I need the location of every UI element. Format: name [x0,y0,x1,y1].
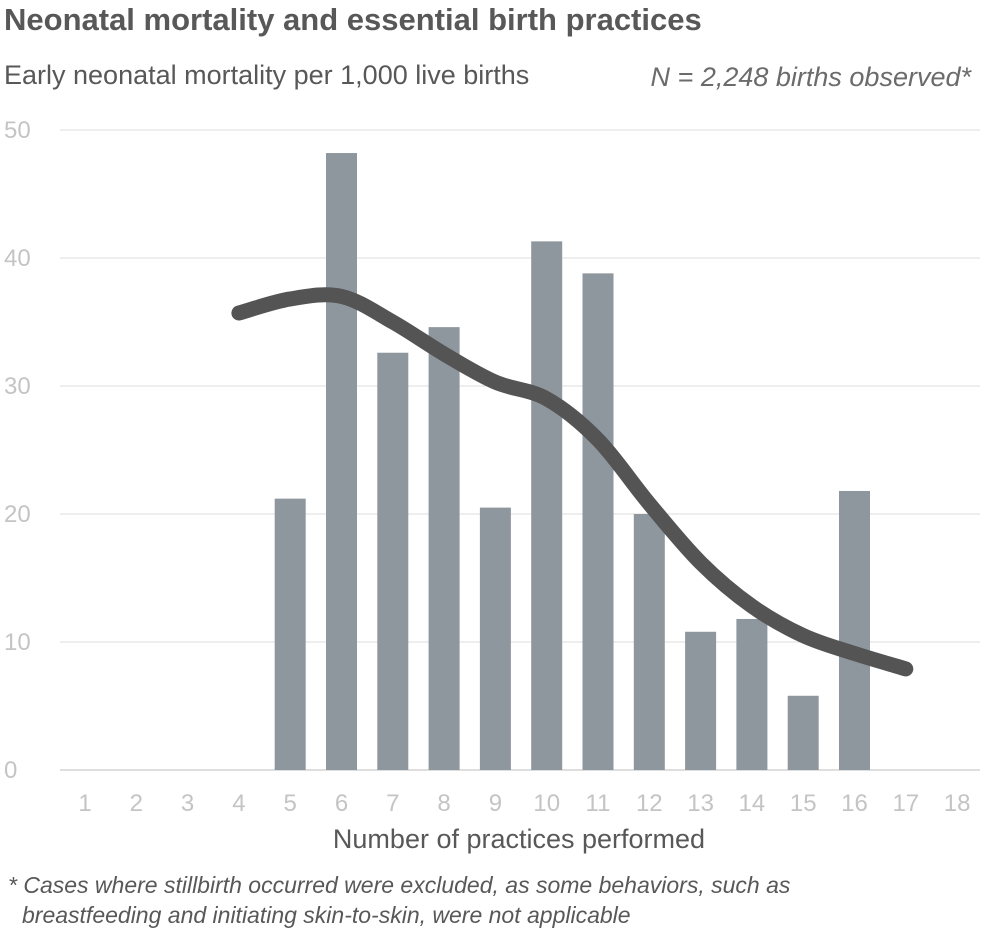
x-tick-label-12: 12 [636,790,663,817]
y-axis-ticks: 0 10 20 30 40 50 [4,117,31,784]
bar-10 [531,241,563,771]
y-tick-label-10: 10 [4,629,31,656]
x-tick-label-2: 2 [130,790,143,817]
bar-16 [839,490,870,770]
x-tick-label-11: 11 [586,790,611,817]
bar-14 [736,618,768,770]
x-tick-label-9: 9 [489,790,502,817]
x-axis-ticks: 1 2 3 4 5 6 7 8 9 10 11 12 13 14 15 16 17 18 [78,790,970,817]
y-tick-label-50: 50 [4,117,31,144]
x-tick-label-10: 10 [533,790,560,817]
bar-9 [479,507,511,770]
y-tick-label-30: 30 [4,373,31,400]
x-tick-label-5: 5 [284,790,297,817]
bar-11 [582,273,614,770]
x-tick-label-8: 8 [437,790,450,817]
footnote-line-1: * Cases where stillbirth occurred were e… [8,872,791,898]
y-tick-label-40: 40 [4,245,31,272]
y-tick-label-20: 20 [4,501,31,528]
bar-12 [633,514,665,770]
x-tick-label-17: 17 [892,790,919,817]
x-tick-label-7: 7 [386,790,399,817]
trend-line-series [231,287,914,677]
footnote: * Cases where stillbirth occurred were e… [8,870,968,930]
bar-8 [428,327,460,770]
bar-6 [326,153,357,771]
trend-line [231,287,914,677]
y-tick-label-0: 0 [4,757,17,784]
x-tick-label-14: 14 [739,790,766,817]
bar-series [274,153,870,771]
x-axis-label: Number of practices performed [333,824,705,854]
x-tick-label-4: 4 [232,790,245,817]
bar-13 [685,631,717,770]
x-tick-label-6: 6 [335,790,348,817]
chart-subtitle: Early neonatal mortality per 1,000 live … [4,60,530,90]
chart-title: Neonatal mortality and essential birth p… [4,2,702,37]
x-tick-label-16: 16 [841,790,868,817]
bar-5 [274,498,306,770]
footnote-line-2: breastfeeding and initiating skin-to-ski… [22,902,631,928]
x-tick-label-3: 3 [181,790,194,817]
bar-15 [787,695,819,770]
x-tick-label-18: 18 [944,790,971,817]
x-tick-label-13: 13 [687,790,714,817]
x-tick-label-1: 1 [78,790,91,817]
x-tick-label-15: 15 [790,790,817,817]
bar-7 [377,352,409,770]
sample-size-note: N = 2,248 births observed* [650,62,971,92]
